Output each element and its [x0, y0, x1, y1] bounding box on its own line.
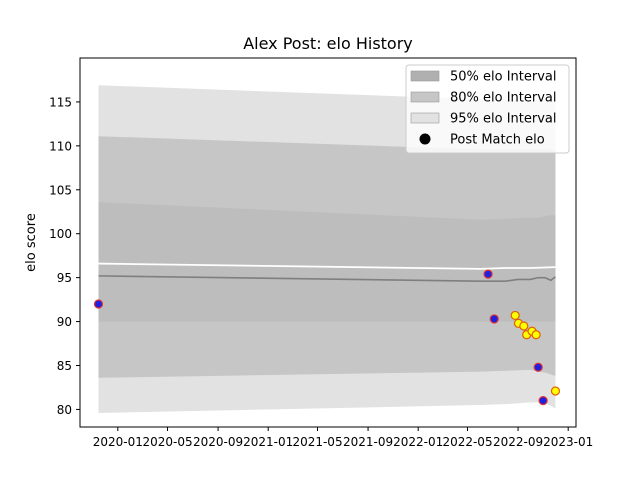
x-tick-label: 2022-09	[493, 435, 543, 449]
legend-swatch-80-elo-interval	[410, 91, 440, 103]
x-tick-label: 2020-05	[142, 435, 192, 449]
post-match-point	[533, 362, 543, 372]
x-tick-label: 2023-01	[543, 435, 593, 449]
x-tick-label: 2020-09	[193, 435, 243, 449]
post-match-point	[519, 321, 529, 331]
legend-box	[405, 64, 570, 154]
post-match-point	[531, 330, 541, 340]
post-match-point	[489, 314, 499, 324]
x-tick-label: 2021-05	[292, 435, 342, 449]
post-match-points	[93, 269, 561, 406]
y-tick-label: 105	[49, 183, 72, 197]
y-tick-label: 100	[49, 227, 72, 241]
plot-frame	[79, 57, 577, 428]
y-axis: 80 85 90 95 100 105 110 115	[49, 95, 80, 417]
band-50-elo-interval	[98, 202, 556, 322]
legend-label-80-elo-interval: 80% elo Interval	[450, 91, 557, 106]
y-tick-label: 90	[57, 315, 72, 329]
legend-swatch-post-match-elo	[419, 133, 431, 145]
x-tick-label: 2022-05	[442, 435, 492, 449]
post-match-point	[93, 299, 104, 309]
y-tick-label: 85	[57, 359, 72, 373]
line-mean	[98, 275, 556, 282]
interval-bands	[98, 85, 556, 413]
elo-lines	[98, 262, 556, 282]
x-tick-label: 2022-01	[393, 435, 443, 449]
y-tick-label: 80	[57, 403, 72, 417]
y-tick-label: 115	[49, 95, 72, 109]
line-upper-edge	[98, 262, 556, 270]
chart-title: Alex Post: elo History	[243, 34, 413, 53]
legend-label-post-match-elo: Post Match elo	[450, 133, 545, 148]
post-match-point	[510, 310, 520, 321]
legend-label-50-elo-interval: 50% elo Interval	[450, 70, 557, 85]
legend-swatch-50-elo-interval	[410, 70, 440, 82]
x-tick-label: 2020-01	[93, 435, 143, 449]
post-match-point	[550, 386, 561, 396]
x-tick-label: 2021-09	[343, 435, 393, 449]
legend-swatch-95-elo-interval	[410, 112, 440, 124]
y-tick-label: 95	[57, 271, 72, 285]
y-tick-label: 110	[49, 139, 72, 153]
post-match-point	[538, 396, 548, 406]
y-axis-label: elo score	[24, 213, 39, 272]
legend: 50% elo Interval 80% elo Interval 95% elo …	[405, 64, 570, 154]
post-match-point	[483, 269, 493, 279]
x-axis: 2020-01 2020-05 2020-09 2021-01 2021-05 2021-…	[93, 427, 593, 449]
x-tick-label: 2021-01	[243, 435, 293, 449]
legend-label-95-elo-interval: 95% elo Interval	[450, 112, 557, 127]
